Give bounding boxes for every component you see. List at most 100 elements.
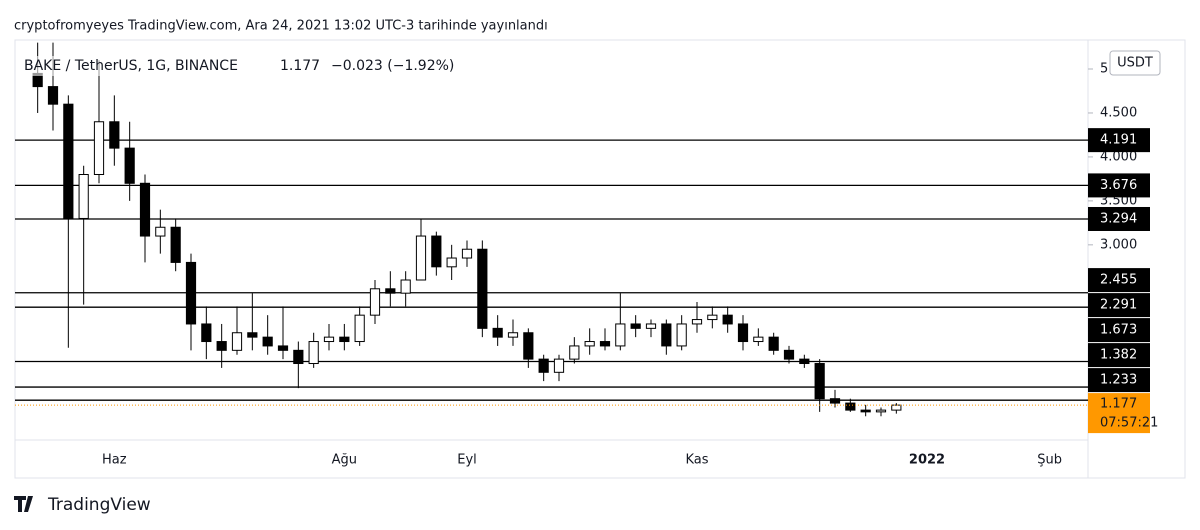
- candle-body: [737, 323, 749, 343]
- currency-box[interactable]: [1109, 50, 1161, 76]
- candle-body: [569, 345, 580, 360]
- candle-body: [630, 323, 641, 329]
- y-tick-label: 5: [1100, 62, 1108, 77]
- level-label: 3.294: [1100, 211, 1137, 226]
- candle-body: [814, 363, 825, 400]
- candle-body: [615, 323, 626, 347]
- candle-body: [293, 349, 304, 365]
- candle-body: [216, 341, 227, 351]
- candle-body: [538, 358, 549, 373]
- candle-body: [446, 257, 457, 268]
- candle-body: [875, 409, 887, 413]
- candle-body: [415, 235, 427, 281]
- candle-body: [124, 147, 135, 184]
- price-change: −0.023 (−1.92%): [331, 58, 454, 74]
- candle-body: [599, 341, 611, 347]
- level-label-box: [1088, 293, 1150, 318]
- candle-body: [139, 182, 151, 237]
- countdown: 07:57:21: [1100, 416, 1158, 431]
- legend-bg: [20, 56, 460, 76]
- candle-body: [799, 358, 810, 365]
- x-tick-label: Kas: [685, 453, 708, 468]
- candle-body: [323, 336, 335, 343]
- candle-body: [891, 404, 902, 411]
- candle-body: [461, 248, 473, 259]
- level-label: 2.291: [1100, 298, 1137, 313]
- currency[interactable]: USDT: [1117, 56, 1153, 71]
- candle-body: [477, 248, 488, 329]
- y-tick-label: 4.500: [1100, 105, 1137, 120]
- brand-logo: [14, 496, 33, 512]
- legend: BAKE / TetherUS, 1G, BINANCE 1.177 −0.02…: [20, 56, 460, 76]
- last-price: 1.177: [280, 58, 320, 74]
- candle-body: [78, 174, 89, 219]
- price-axis: 3.0003.5004.0004.50051.17707:57:214.1913…: [1088, 62, 1158, 434]
- candle-body: [645, 323, 657, 329]
- candle-body: [829, 398, 841, 404]
- candle-body: [768, 336, 779, 351]
- x-tick-label: Ağu: [332, 453, 357, 468]
- y-tick-label: 3.000: [1100, 237, 1137, 252]
- candle-body: [431, 235, 442, 268]
- candle-body: [661, 323, 672, 347]
- candle-body: [860, 409, 871, 413]
- symbol: BAKE / TetherUS, 1G, BINANCE: [24, 58, 238, 74]
- level-label: 1.673: [1100, 323, 1137, 338]
- candle-body: [492, 327, 503, 338]
- candle-body: [845, 402, 856, 411]
- candle-body: [584, 341, 595, 347]
- candle-body: [155, 226, 166, 237]
- candle-body: [170, 226, 181, 263]
- candle-body: [676, 323, 687, 347]
- price-box: [1088, 393, 1150, 434]
- level-label-box: [1088, 173, 1150, 198]
- candle-body: [277, 345, 289, 351]
- candle-body: [507, 332, 519, 338]
- y-tick-label: 4.000: [1100, 149, 1137, 164]
- candle-body: [308, 341, 319, 365]
- level-label-box: [1088, 128, 1150, 153]
- candle-body: [354, 314, 365, 343]
- level-label: 1.233: [1100, 373, 1137, 388]
- level-label-box: [1088, 318, 1150, 343]
- candle-body: [185, 261, 197, 325]
- brand-name: TradingView: [47, 495, 151, 515]
- price-label: 1.177: [1100, 397, 1137, 412]
- candle-body: [369, 288, 381, 316]
- level-label-box: [1088, 268, 1150, 293]
- candle-body: [47, 86, 59, 105]
- candle-body: [231, 332, 243, 351]
- published-note: cryptofromyeyes TradingView.com, Ara 24,…: [14, 19, 548, 34]
- candle-body: [400, 279, 411, 294]
- candle-body: [385, 288, 396, 294]
- candle-body: [339, 336, 350, 343]
- chart-frame: [14, 39, 1186, 479]
- candle-body: [109, 121, 120, 149]
- level-label-box: [1088, 368, 1150, 393]
- x-tick-label: Şub: [1037, 453, 1062, 468]
- candle-body: [63, 103, 74, 219]
- x-tick-label: 2022: [909, 453, 945, 468]
- level-label-box: [1088, 343, 1150, 368]
- candle-body: [707, 314, 718, 321]
- candle-body: [201, 323, 212, 343]
- candle-body: [783, 349, 795, 360]
- level-label: 3.676: [1100, 178, 1137, 193]
- level-label: 2.455: [1100, 273, 1137, 288]
- x-tick-label: Eyl: [457, 453, 477, 468]
- plot-area: [15, 42, 1088, 417]
- candle-body: [553, 358, 565, 373]
- candle-body: [753, 336, 764, 343]
- candle-body: [523, 332, 534, 360]
- candle-body: [247, 332, 258, 338]
- x-tick-label: Haz: [102, 453, 127, 468]
- candle-body: [722, 314, 733, 325]
- level-label: 4.191: [1100, 133, 1137, 148]
- candle-body: [691, 319, 703, 325]
- candle-body: [262, 336, 273, 347]
- level-label: 1.382: [1100, 348, 1137, 363]
- level-label-box: [1088, 206, 1150, 231]
- candle-body: [93, 121, 105, 176]
